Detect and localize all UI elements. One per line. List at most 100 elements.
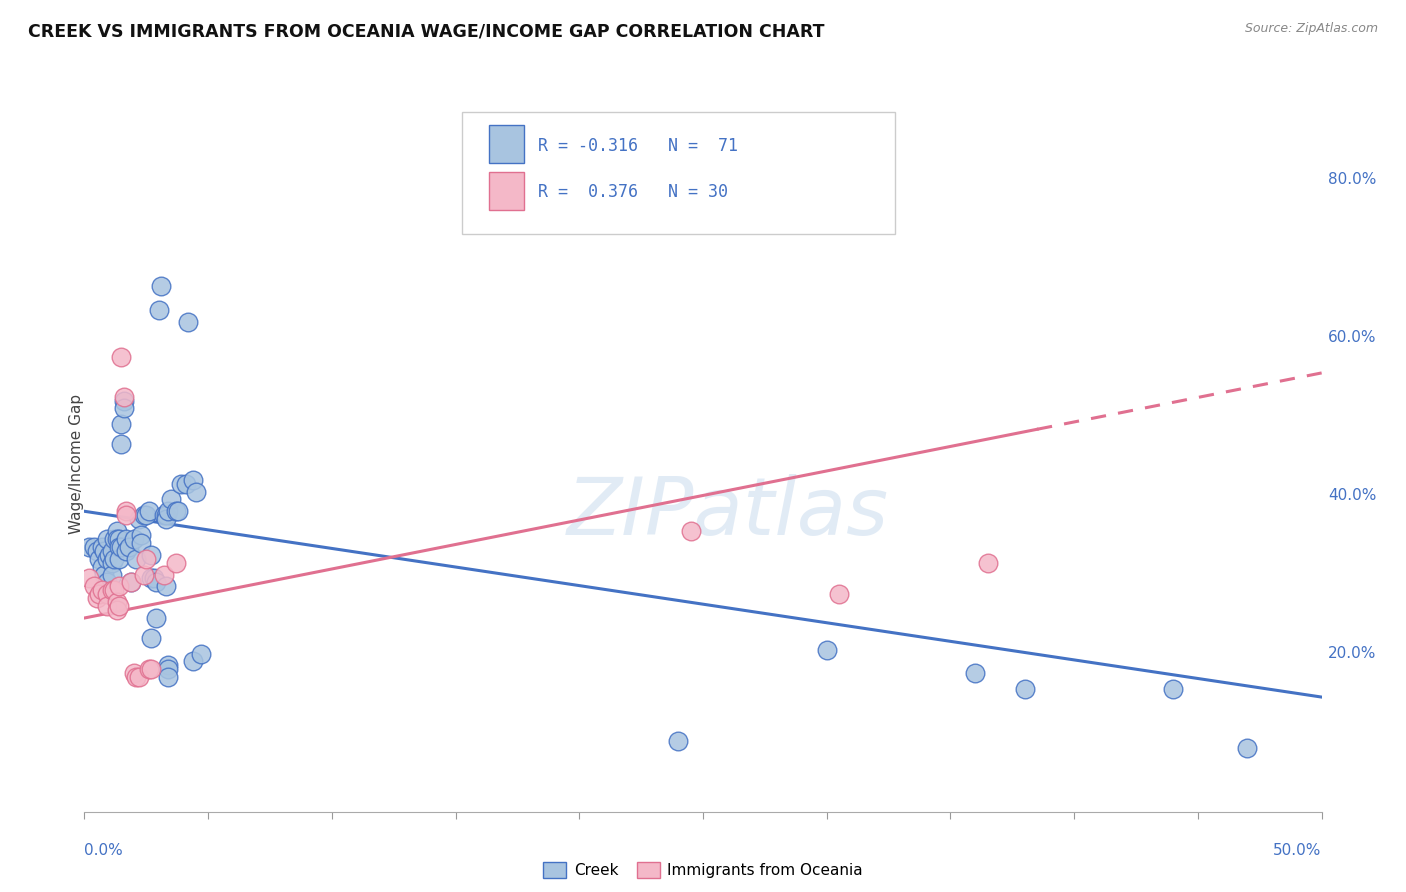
Point (132, 508, 155, 523)
Point (83, 540, 105, 554)
Point (105, 595, 128, 609)
Point (89, 551, 111, 566)
Point (148, 302, 170, 317)
Point (177, 314, 200, 328)
Point (112, 401, 135, 416)
FancyBboxPatch shape (461, 112, 894, 235)
Bar (489, 171, 523, 210)
Point (152, 508, 174, 523)
Point (181, 473, 204, 487)
Point (90, 583, 112, 598)
Point (1014, 682, 1036, 697)
Point (138, 504, 160, 518)
Point (155, 508, 177, 523)
Point (142, 572, 165, 586)
Point (90, 540, 112, 554)
Point (79, 540, 101, 554)
Point (96, 575, 118, 590)
Point (141, 631, 163, 645)
Point (115, 504, 138, 518)
Point (100, 543, 122, 558)
Point (120, 575, 142, 590)
Point (110, 350, 132, 364)
Point (110, 437, 132, 451)
Point (115, 508, 138, 523)
Point (828, 587, 851, 601)
Point (157, 658, 180, 673)
Point (100, 583, 122, 598)
Point (118, 540, 141, 554)
Point (89, 587, 111, 601)
Point (129, 536, 152, 550)
Text: 20.0%: 20.0% (1327, 646, 1376, 661)
Text: R = -0.316   N =  71: R = -0.316 N = 71 (538, 136, 738, 155)
Point (86, 591, 108, 606)
Point (108, 579, 131, 593)
Point (110, 540, 132, 554)
Point (128, 670, 150, 684)
Point (83, 579, 105, 593)
Bar (489, 125, 523, 163)
Point (150, 279, 173, 293)
Text: ZIPatlas: ZIPatlas (567, 474, 889, 551)
Text: R =  0.376   N = 30: R = 0.376 N = 30 (538, 184, 728, 202)
Text: 80.0%: 80.0% (1327, 172, 1376, 186)
Point (108, 599, 131, 614)
Point (108, 551, 131, 566)
Point (666, 733, 689, 747)
Point (103, 532, 125, 546)
Point (165, 556, 187, 570)
Point (135, 551, 157, 566)
Point (103, 551, 125, 566)
Point (125, 551, 148, 566)
Point (157, 662, 180, 676)
Point (155, 579, 177, 593)
Point (157, 504, 180, 518)
Point (122, 666, 145, 681)
Point (86, 543, 108, 558)
Point (160, 492, 183, 507)
Point (100, 556, 122, 570)
Point (170, 476, 193, 491)
Point (190, 647, 212, 661)
Point (110, 417, 132, 432)
Point (112, 390, 135, 404)
Point (96, 532, 118, 546)
Point (145, 611, 167, 625)
Point (165, 504, 187, 518)
Point (184, 484, 207, 499)
Point (141, 572, 163, 586)
Point (167, 504, 190, 518)
Point (115, 532, 138, 546)
Text: 0.0%: 0.0% (84, 843, 124, 858)
Text: 40.0%: 40.0% (1327, 488, 1376, 503)
Point (157, 670, 180, 684)
Text: Source: ZipAtlas.com: Source: ZipAtlas.com (1244, 22, 1378, 36)
Point (145, 575, 167, 590)
Point (103, 583, 125, 598)
Point (115, 543, 138, 558)
Point (976, 556, 998, 570)
Point (100, 567, 122, 582)
Point (129, 528, 152, 542)
Text: 50.0%: 50.0% (1274, 843, 1322, 858)
Point (141, 662, 163, 676)
Point (128, 512, 150, 526)
Point (132, 567, 155, 582)
Point (815, 642, 838, 657)
Point (181, 655, 204, 669)
Point (108, 540, 131, 554)
Legend: Creek, Immigrants from Oceania: Creek, Immigrants from Oceania (537, 856, 869, 884)
Point (1236, 741, 1258, 756)
Point (152, 567, 174, 582)
Point (138, 662, 160, 676)
Point (90, 559, 112, 574)
Point (122, 532, 145, 546)
Point (174, 476, 197, 491)
Point (96, 587, 118, 601)
Point (965, 666, 987, 681)
Point (93, 543, 115, 558)
Point (120, 575, 142, 590)
Y-axis label: Wage/Income Gap: Wage/Income Gap (69, 393, 83, 534)
Point (105, 524, 128, 538)
